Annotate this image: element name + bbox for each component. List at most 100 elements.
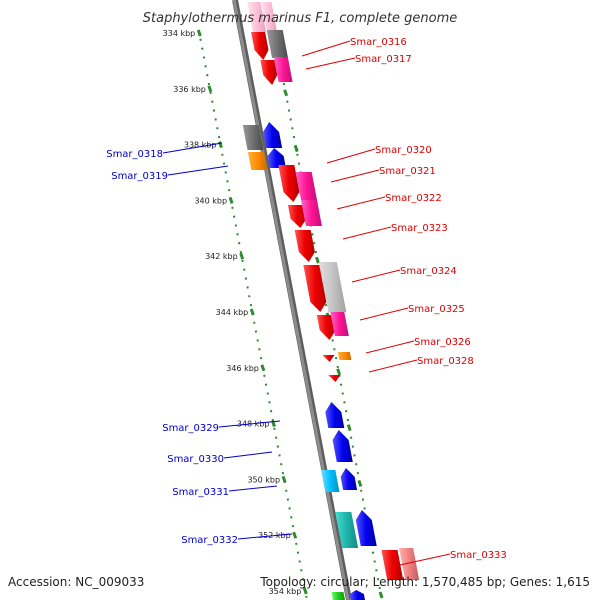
gene-feature	[335, 512, 359, 548]
label-leader-line	[351, 269, 401, 283]
tick-label: 336 kbp	[173, 85, 206, 94]
tick-label: 334 kbp	[163, 29, 196, 38]
tick-mark-left	[228, 196, 234, 204]
gene-labels: Smar_0316 Smar_0317 Smar_0318 Smar_0319 Smar…	[106, 37, 507, 566]
tick-label: 338 kbp	[184, 141, 217, 150]
gene-feature	[349, 590, 365, 600]
gene-feature	[263, 122, 283, 148]
label-leader-line	[342, 226, 392, 240]
label-leader-line	[399, 553, 451, 566]
label-leader-line	[218, 420, 281, 428]
tick-mark-right	[336, 368, 342, 376]
tick-mark-right	[357, 479, 363, 487]
gene-label-smar_0330: Smar_0330	[167, 454, 224, 465]
gene-feature	[295, 172, 317, 200]
gene-feature	[266, 30, 289, 58]
label-leader-line	[228, 485, 278, 492]
gene-label-smar_0333: Smar_0333	[450, 550, 507, 561]
gene-label-smar_0325: Smar_0325	[408, 304, 465, 315]
gene-feature	[325, 402, 345, 428]
tick-label: 340 kbp	[194, 196, 227, 205]
gene-feature	[330, 312, 349, 336]
gene-feature	[399, 548, 420, 580]
gene-label-smar_0320: Smar_0320	[375, 145, 432, 156]
gene-feature	[247, 2, 267, 32]
gene-feature	[267, 148, 286, 168]
gene-feature	[332, 430, 353, 462]
label-leader-line	[368, 359, 418, 373]
label-leader-line	[336, 196, 386, 210]
gene-label-smar_0326: Smar_0326	[414, 337, 471, 348]
tick-mark-left	[239, 252, 245, 260]
gene-label-smar_0323: Smar_0323	[391, 223, 448, 234]
label-leader-line	[330, 169, 380, 183]
accession-text: Accession: NC_009033	[8, 575, 144, 589]
gene-feature	[337, 352, 352, 360]
gene-feature	[301, 200, 322, 226]
label-leader-line	[301, 40, 351, 57]
map-title: Staphylothermus marinus F1, complete gen…	[143, 11, 458, 26]
tick-mark-left	[249, 308, 255, 316]
gene-feature	[328, 375, 341, 382]
gene-feature	[260, 60, 278, 85]
gene-feature	[294, 230, 315, 262]
tick-mark-left	[281, 475, 287, 483]
tick-mark-right	[346, 424, 352, 432]
gene-feature	[322, 355, 335, 362]
gene-feature	[381, 550, 404, 580]
tick-mark-left	[218, 141, 223, 149]
gene-features	[242, 2, 420, 600]
tick-label: 354 kbp	[269, 587, 302, 596]
tick-label: 344 kbp	[216, 308, 249, 317]
label-leader-line	[223, 451, 273, 459]
label-leader-line	[305, 57, 356, 70]
gene-feature	[278, 165, 300, 202]
summary-text: Topology: circular; Length: 1,570,485 bp…	[259, 575, 590, 589]
tick-mark-left	[207, 85, 213, 93]
gene-feature	[251, 32, 269, 60]
genome-axis	[232, 0, 352, 600]
gene-label-smar_0329: Smar_0329	[162, 423, 219, 434]
tick-mark-left	[292, 531, 298, 539]
tick-mark-right	[283, 89, 289, 97]
gene-feature	[273, 57, 293, 82]
gene-feature	[261, 2, 277, 30]
tick-mark-left	[260, 364, 266, 372]
gene-feature	[247, 152, 268, 170]
gene-label-smar_0316: Smar_0316	[350, 37, 407, 48]
gene-label-smar_0318: Smar_0318	[106, 149, 163, 160]
gene-label-smar_0328: Smar_0328	[417, 356, 474, 367]
label-leader-line	[365, 340, 415, 354]
gene-label-smar_0332: Smar_0332	[181, 535, 238, 546]
tick-mark-right	[378, 591, 384, 599]
gene-feature	[355, 510, 377, 546]
tick-marks: 334 kbp 336 kbp 338 kbp 340 kbp 342 kbp 344 k…	[163, 29, 384, 599]
label-leader-line	[162, 142, 223, 154]
gene-label-smar_0324: Smar_0324	[400, 266, 457, 277]
tick-label: 350 kbp	[247, 475, 280, 484]
tick-mark-right	[293, 145, 299, 153]
gene-label-smar_0331: Smar_0331	[172, 487, 229, 498]
gene-label-smar_0322: Smar_0322	[385, 193, 442, 204]
label-leader-line	[326, 148, 376, 164]
gene-feature	[287, 205, 307, 228]
gene-label-smar_0321: Smar_0321	[379, 166, 436, 177]
tick-mark-right	[315, 256, 320, 264]
tick-mark-left	[302, 587, 308, 595]
gene-feature	[318, 262, 347, 312]
tick-mark-left	[196, 29, 202, 37]
gene-feature	[331, 592, 345, 600]
label-leader-line	[237, 533, 293, 540]
gene-feature	[316, 315, 336, 340]
gene-label-smar_0319: Smar_0319	[111, 171, 168, 182]
tick-label: 346 kbp	[226, 364, 259, 373]
gene-feature	[303, 265, 327, 312]
gene-feature	[340, 468, 358, 490]
tick-label: 342 kbp	[205, 252, 238, 261]
gene-label-smar_0317: Smar_0317	[355, 54, 412, 65]
label-leader-line	[167, 165, 229, 176]
gene-feature	[321, 470, 340, 492]
gene-feature	[242, 125, 264, 150]
label-leader-line	[359, 307, 409, 321]
